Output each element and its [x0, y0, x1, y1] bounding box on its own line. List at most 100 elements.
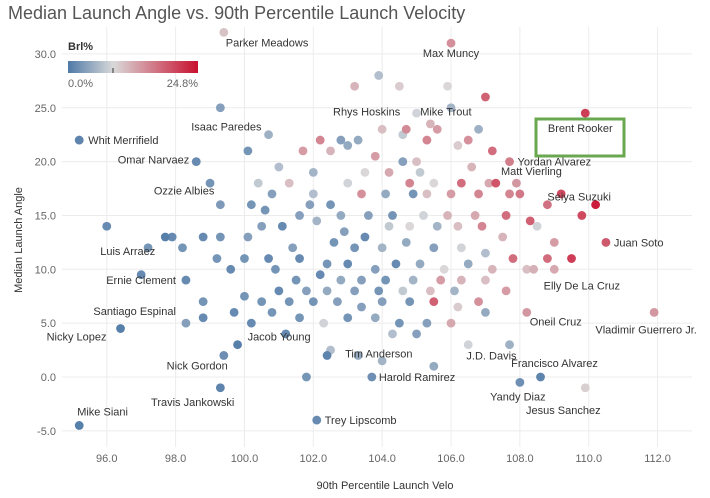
data-point[interactable] [443, 81, 452, 91]
labeled-data-point[interactable] [219, 351, 229, 360]
data-point[interactable] [253, 178, 263, 188]
data-point[interactable] [429, 297, 439, 307]
data-point[interactable] [319, 318, 329, 328]
data-point[interactable] [260, 205, 270, 215]
data-point[interactable] [360, 232, 370, 242]
data-point[interactable] [226, 264, 236, 274]
data-point[interactable] [295, 254, 304, 263]
data-point[interactable] [350, 243, 360, 253]
data-point[interactable] [508, 254, 518, 263]
data-point[interactable] [363, 211, 373, 220]
data-point[interactable] [549, 264, 559, 274]
data-point[interactable] [353, 351, 363, 360]
data-point[interactable] [343, 259, 353, 269]
data-point[interactable] [229, 307, 239, 317]
data-point[interactable] [360, 167, 370, 177]
data-point[interactable] [429, 243, 439, 253]
data-point[interactable] [412, 157, 421, 167]
data-point[interactable] [498, 232, 508, 242]
data-point[interactable] [591, 200, 601, 210]
data-point[interactable] [178, 243, 187, 253]
data-point[interactable] [381, 189, 391, 199]
labeled-data-point[interactable] [160, 232, 170, 242]
data-point[interactable] [549, 237, 559, 247]
data-point[interactable] [429, 361, 439, 371]
data-point[interactable] [136, 270, 146, 280]
data-point[interactable] [308, 297, 318, 307]
data-point[interactable] [312, 216, 322, 226]
data-point[interactable] [443, 211, 452, 220]
data-point[interactable] [453, 141, 463, 150]
data-point[interactable] [474, 297, 483, 307]
labeled-data-point[interactable] [474, 124, 483, 134]
data-point[interactable] [246, 318, 256, 328]
data-point[interactable] [302, 372, 311, 382]
data-point[interactable] [501, 211, 511, 220]
data-point[interactable] [408, 275, 418, 285]
data-point[interactable] [401, 237, 411, 247]
labeled-data-point[interactable] [264, 130, 273, 140]
data-point[interactable] [267, 307, 277, 317]
data-point[interactable] [291, 275, 301, 285]
data-point[interactable] [412, 108, 421, 118]
labeled-data-point[interactable] [367, 372, 377, 382]
data-point[interactable] [353, 135, 363, 145]
labeled-data-point[interactable] [312, 415, 322, 425]
data-point[interactable] [432, 124, 442, 134]
labeled-data-point[interactable] [446, 38, 456, 48]
data-point[interactable] [295, 313, 304, 323]
data-point[interactable] [277, 221, 287, 231]
data-point[interactable] [381, 275, 391, 285]
labeled-data-point[interactable] [74, 421, 84, 430]
data-point[interactable] [329, 237, 339, 247]
data-point[interactable] [357, 189, 366, 199]
data-point[interactable] [243, 146, 253, 156]
data-point[interactable] [370, 313, 380, 323]
labeled-data-point[interactable] [536, 372, 545, 382]
data-point[interactable] [284, 297, 294, 307]
data-point[interactable] [370, 151, 380, 161]
data-point[interactable] [456, 275, 466, 285]
data-point[interactable] [481, 248, 490, 258]
labeled-data-point[interactable] [601, 237, 611, 247]
data-point[interactable] [456, 243, 466, 253]
data-point[interactable] [446, 189, 456, 199]
data-point[interactable] [308, 167, 318, 177]
data-point[interactable] [408, 189, 418, 199]
data-point[interactable] [343, 178, 353, 188]
data-point[interactable] [336, 211, 346, 220]
data-point[interactable] [240, 254, 249, 263]
data-point[interactable] [271, 264, 280, 274]
data-point[interactable] [215, 232, 225, 242]
data-point[interactable] [505, 189, 514, 199]
data-point[interactable] [481, 92, 490, 102]
data-point[interactable] [425, 119, 435, 129]
data-point[interactable] [453, 302, 463, 312]
data-point[interactable] [264, 254, 273, 263]
data-point[interactable] [102, 221, 112, 231]
data-point[interactable] [205, 178, 215, 188]
labeled-data-point[interactable] [580, 108, 590, 118]
data-point[interactable] [167, 232, 177, 242]
data-point[interactable] [388, 329, 397, 339]
data-point[interactable] [415, 167, 425, 177]
data-point[interactable] [298, 146, 308, 156]
data-point[interactable] [281, 329, 291, 339]
data-point[interactable] [422, 135, 432, 145]
data-point[interactable] [295, 211, 304, 220]
data-point[interactable] [215, 103, 225, 113]
data-point[interactable] [322, 259, 332, 269]
data-point[interactable] [257, 297, 267, 307]
data-point[interactable] [474, 189, 483, 199]
data-point[interactable] [377, 297, 387, 307]
data-point[interactable] [419, 211, 428, 220]
data-point[interactable] [515, 189, 525, 199]
labeled-data-point[interactable] [116, 324, 125, 333]
data-point[interactable] [577, 211, 587, 220]
data-point[interactable] [377, 356, 387, 366]
data-point[interactable] [477, 221, 487, 231]
data-point[interactable] [439, 264, 449, 274]
data-point[interactable] [384, 167, 394, 177]
data-point[interactable] [357, 302, 366, 312]
data-point[interactable] [377, 124, 387, 134]
